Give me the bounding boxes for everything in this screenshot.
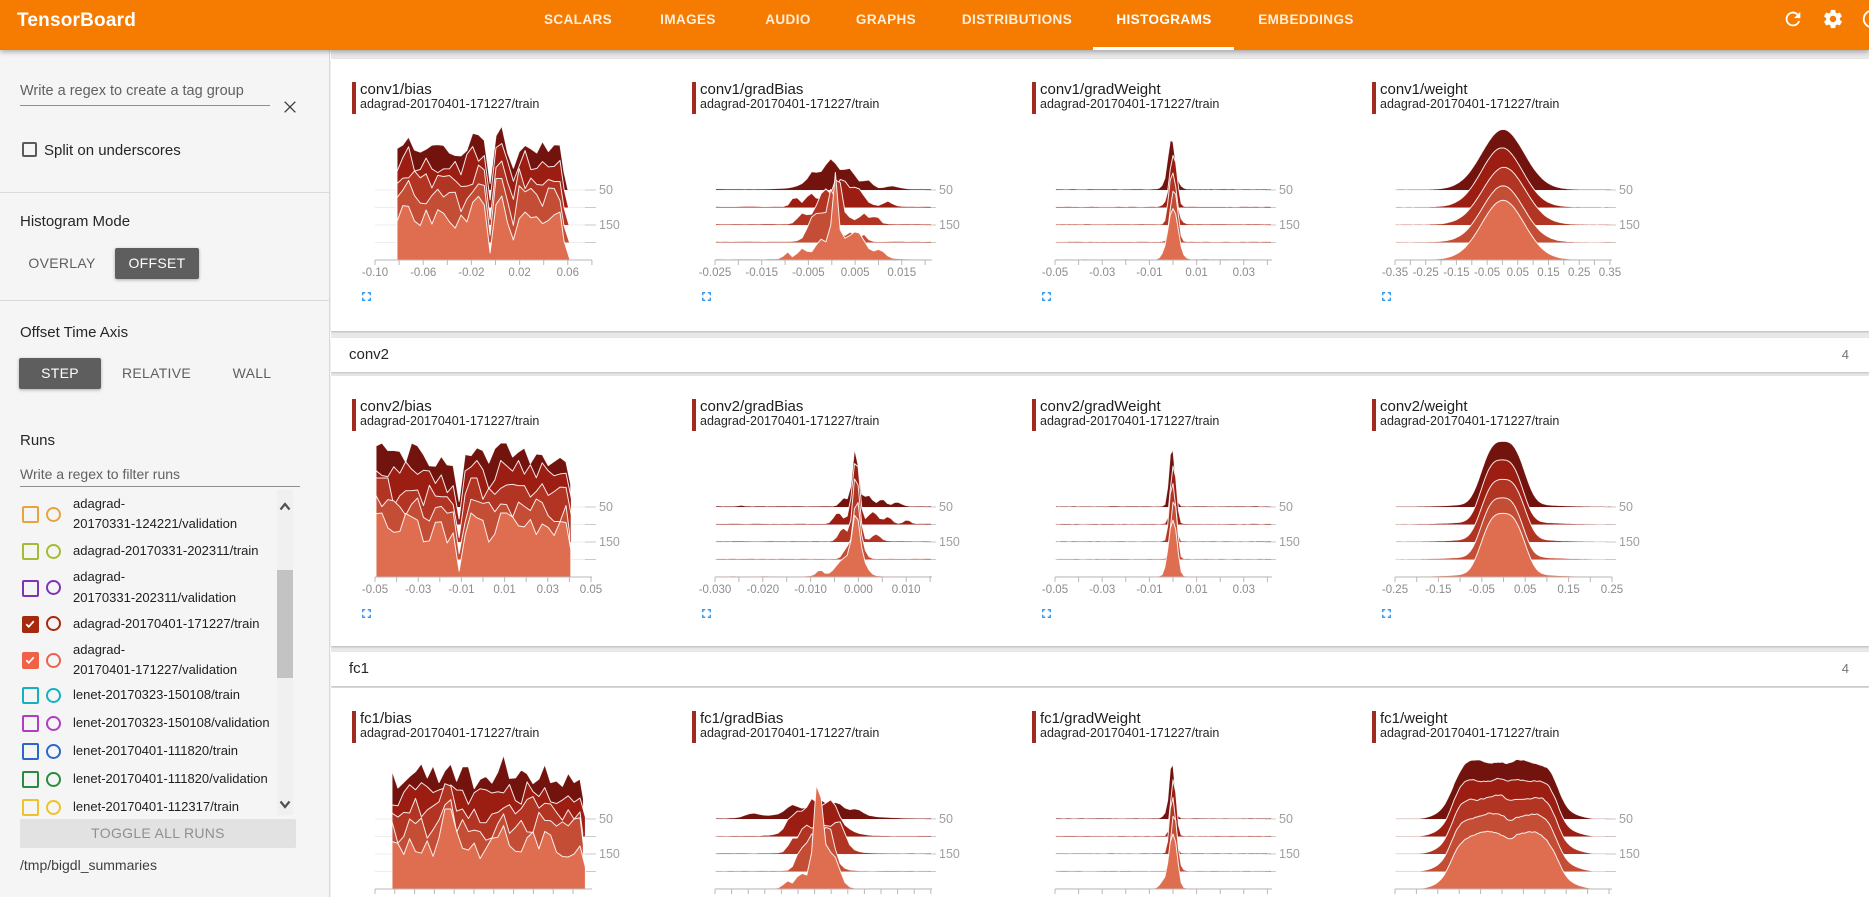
svg-text:0.01: 0.01	[493, 584, 515, 595]
svg-text:50: 50	[599, 500, 613, 514]
svg-text:0.05: 0.05	[1514, 584, 1536, 595]
svg-text:-0.15: -0.15	[1425, 584, 1451, 595]
svg-text:-0.01: -0.01	[1136, 584, 1162, 595]
svg-text:-0.05: -0.05	[1042, 267, 1068, 278]
svg-text:-0.010: -0.010	[794, 584, 827, 595]
svg-text:150: 150	[599, 218, 620, 232]
svg-text:0.015: 0.015	[887, 267, 916, 278]
svg-text:-0.03: -0.03	[1089, 267, 1115, 278]
svg-text:150: 150	[1279, 847, 1300, 861]
svg-text:50: 50	[939, 183, 953, 197]
svg-text:0.35: 0.35	[1599, 267, 1621, 278]
svg-text:50: 50	[1279, 812, 1293, 826]
svg-text:50: 50	[939, 500, 953, 514]
svg-text:50: 50	[1279, 183, 1293, 197]
svg-text:-0.015: -0.015	[745, 267, 778, 278]
svg-text:0.000: 0.000	[844, 584, 873, 595]
svg-text:-0.05: -0.05	[1469, 584, 1495, 595]
svg-text:50: 50	[1619, 500, 1633, 514]
svg-text:-0.25: -0.25	[1382, 584, 1408, 595]
svg-text:-0.35: -0.35	[1382, 267, 1408, 278]
svg-text:50: 50	[1619, 183, 1633, 197]
svg-text:-0.25: -0.25	[1413, 267, 1439, 278]
svg-text:-0.005: -0.005	[792, 267, 825, 278]
svg-text:-0.025: -0.025	[699, 267, 732, 278]
svg-text:0.05: 0.05	[1507, 267, 1529, 278]
svg-text:-0.05: -0.05	[362, 584, 388, 595]
svg-text:0.01: 0.01	[1185, 267, 1207, 278]
svg-text:150: 150	[599, 847, 620, 861]
svg-text:-0.01: -0.01	[1136, 267, 1162, 278]
svg-text:150: 150	[1619, 535, 1640, 549]
svg-text:150: 150	[1619, 847, 1640, 861]
svg-text:0.06: 0.06	[557, 267, 579, 278]
svg-text:50: 50	[939, 812, 953, 826]
svg-text:0.03: 0.03	[537, 584, 559, 595]
svg-text:0.005: 0.005	[841, 267, 870, 278]
svg-text:0.010: 0.010	[892, 584, 921, 595]
svg-text:-0.05: -0.05	[1474, 267, 1500, 278]
svg-text:0.02: 0.02	[508, 267, 530, 278]
svg-text:50: 50	[599, 812, 613, 826]
svg-text:0.15: 0.15	[1537, 267, 1559, 278]
svg-text:0.01: 0.01	[1185, 584, 1207, 595]
svg-text:50: 50	[599, 183, 613, 197]
svg-text:150: 150	[939, 847, 960, 861]
svg-text:150: 150	[939, 535, 960, 549]
svg-text:0.15: 0.15	[1557, 584, 1579, 595]
svg-text:0.03: 0.03	[1233, 584, 1255, 595]
svg-text:-0.030: -0.030	[699, 584, 732, 595]
svg-text:-0.020: -0.020	[746, 584, 779, 595]
svg-text:-0.02: -0.02	[458, 267, 484, 278]
svg-text:-0.01: -0.01	[448, 584, 474, 595]
svg-text:-0.10: -0.10	[362, 267, 388, 278]
svg-text:0.25: 0.25	[1568, 267, 1590, 278]
svg-text:-0.03: -0.03	[405, 584, 431, 595]
svg-text:150: 150	[939, 218, 960, 232]
svg-text:0.25: 0.25	[1601, 584, 1623, 595]
svg-text:150: 150	[1279, 218, 1300, 232]
svg-text:50: 50	[1619, 812, 1633, 826]
svg-text:0.03: 0.03	[1233, 267, 1255, 278]
svg-text:-0.05: -0.05	[1042, 584, 1068, 595]
svg-text:-0.03: -0.03	[1089, 584, 1115, 595]
svg-text:-0.15: -0.15	[1443, 267, 1469, 278]
svg-text:150: 150	[1619, 218, 1640, 232]
svg-text:50: 50	[1279, 500, 1293, 514]
svg-text:150: 150	[599, 535, 620, 549]
svg-text:-0.06: -0.06	[410, 267, 436, 278]
svg-text:150: 150	[1279, 535, 1300, 549]
svg-text:0.05: 0.05	[580, 584, 602, 595]
